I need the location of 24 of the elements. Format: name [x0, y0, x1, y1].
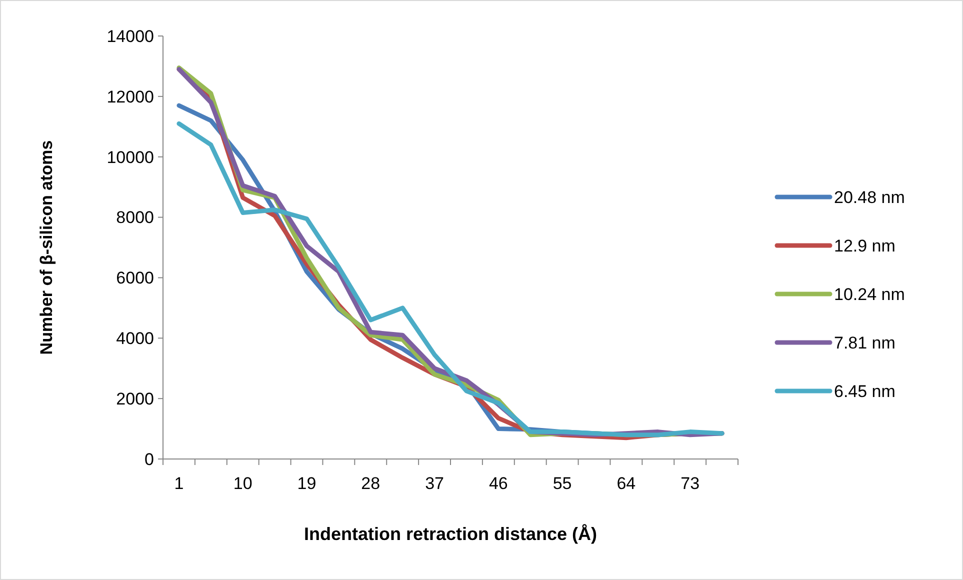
x-tick-label: 19 [297, 474, 316, 493]
y-axis-title: Number of β-silicon atoms [37, 140, 56, 355]
y-tick-label: 8000 [116, 208, 154, 228]
legend-label: 20.48 nm [834, 188, 905, 207]
x-tick-label: 46 [488, 474, 508, 493]
legend-label: 6.45 nm [834, 382, 896, 401]
y-tick-label: 14000 [106, 26, 154, 46]
x-tick-label: 73 [680, 474, 700, 493]
legend-label: 7.81 nm [834, 333, 896, 352]
x-tick-label: 55 [552, 474, 572, 493]
y-tick-label: 12000 [106, 87, 154, 106]
x-axis-title: Indentation retraction distance (Å) [304, 524, 598, 544]
y-tick-label: 10000 [106, 148, 154, 167]
y-tick-label: 6000 [116, 268, 154, 288]
x-tick-label: 10 [233, 474, 252, 493]
x-tick-label: 37 [425, 474, 444, 493]
legend-label: 12.9 nm [834, 236, 896, 256]
legend-label: 10.24 nm [834, 284, 905, 304]
x-tick-label: 64 [616, 474, 636, 493]
y-tick-label: 2000 [116, 390, 154, 409]
y-tick-label: 0 [144, 450, 154, 469]
x-tick-label: 1 [174, 474, 184, 493]
x-tick-label: 28 [361, 474, 380, 493]
y-tick-label: 4000 [116, 329, 154, 348]
